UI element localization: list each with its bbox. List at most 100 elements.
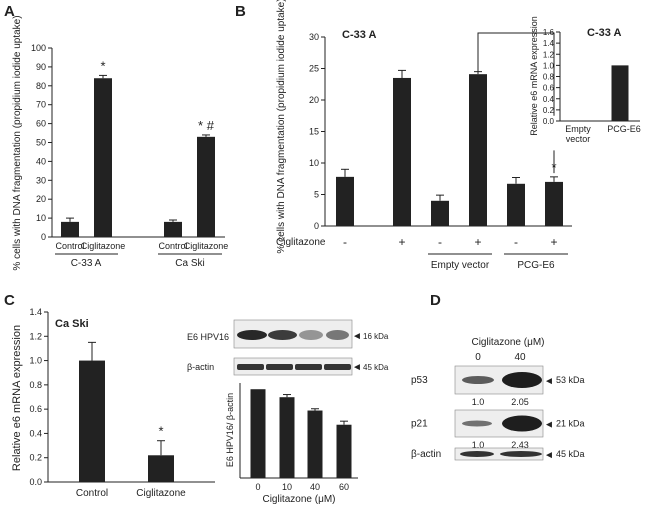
x-tick-label: 10 (282, 482, 292, 492)
blot-row-label: p21 (411, 419, 428, 430)
arrow-icon: ◄ (352, 331, 362, 342)
y-axis-label: E6 HPV16/ β-actin (225, 393, 235, 467)
blot-band (326, 330, 349, 340)
x-tick-label: - (343, 235, 347, 249)
x-tick-label: 40 (310, 482, 320, 492)
y-tick-label: 1.0 (29, 356, 42, 366)
group-label: Ca Ski (175, 258, 204, 269)
bar (336, 424, 352, 478)
blot-row-label: p53 (411, 375, 428, 386)
x-tick-label: Ciglitazone (184, 241, 229, 251)
y-tick-label: 0.0 (29, 477, 42, 487)
bar (94, 78, 112, 238)
y-axis-label: Relative e6 mRNA expression (11, 325, 23, 471)
blot-band (295, 364, 322, 370)
arrow-icon: ◄ (544, 450, 554, 461)
blot-band (462, 376, 494, 384)
arrow-icon: ◄ (544, 420, 554, 431)
y-axis-label: % cells with DNA fragmentation (propidiu… (12, 15, 23, 270)
y-tick-label: 0.8 (543, 73, 555, 82)
blot-band (268, 330, 297, 340)
blot-dose-label: 40 (514, 352, 526, 363)
blot-band (237, 330, 267, 340)
x-axis-label: Ciglitazone (μM) (262, 494, 335, 505)
chart-c-mrna: 0.0 0.2 0.4 0.6 0.8 1.0 1.2 1.4 * Ca Ski Control Ci… (11, 307, 215, 499)
blot-title: Ciglitazone (μM) (471, 337, 544, 348)
y-tick-label: 15 (309, 127, 319, 137)
chart-title: C-33 A (342, 29, 376, 41)
x-tick-label: 0 (255, 482, 260, 492)
bar (507, 183, 525, 226)
x-tick-label: 60 (339, 482, 349, 492)
blot-quant-label: 1.0 (472, 397, 485, 407)
bar (307, 410, 323, 478)
y-tick-label: 60 (36, 119, 46, 129)
blot-band (237, 364, 264, 370)
blot-marker: 21 kDa (556, 419, 585, 429)
blot-row-label: β-actin (187, 362, 214, 372)
y-tick-label: 20 (36, 194, 46, 204)
bar (393, 77, 411, 226)
x-tick-label: Control (55, 241, 84, 251)
chart-title: C-33 A (587, 27, 621, 39)
blot-band (502, 415, 542, 432)
blot-band (266, 364, 293, 370)
panel-letter-c: C (4, 292, 15, 309)
bar (148, 455, 174, 482)
bar (61, 221, 79, 237)
y-tick-label: 80 (36, 81, 46, 91)
x-tick-label: Ciglitazone (136, 488, 186, 499)
y-tick-label: 30 (309, 32, 319, 42)
panel-letter-b: B (235, 3, 246, 20)
y-tick-label: 1.2 (29, 331, 42, 341)
y-tick-label: 0 (41, 232, 46, 242)
chart-c-quant: 0 10 40 60 Ciglitazone (μM) E6 HPV16/ β-actin (225, 383, 358, 505)
x-tick-label: + (550, 235, 557, 249)
y-tick-label: 1.2 (543, 50, 555, 59)
group-label: C-33 A (71, 258, 102, 269)
bar (469, 74, 487, 226)
y-tick-label: 0 (314, 221, 319, 231)
y-tick-label: 0.6 (29, 404, 42, 414)
chart-b-inset: 0.0 0.2 0.4 0.6 0.8 1.0 1.2 1.4 1.6 C-33 A Emptyve… (529, 16, 641, 144)
blot-quant-label: 2.43 (511, 440, 529, 450)
blot-quant-label: 1.0 (472, 440, 485, 450)
x-tick-label: - (514, 235, 518, 249)
bar (545, 181, 563, 226)
x-tick-label: Empty (565, 124, 591, 134)
y-tick-label: 50 (36, 138, 46, 148)
y-axis-label: Relative e6 mRNA expression (529, 16, 539, 136)
bar (279, 397, 295, 478)
x-row-label: Ciglitazone (276, 237, 326, 248)
y-tick-label: 0.2 (543, 106, 555, 115)
y-tick-label: 1.0 (543, 61, 555, 70)
blot-quant-label: 2.05 (511, 397, 529, 407)
blot-band (324, 364, 351, 370)
y-tick-label: 40 (36, 156, 46, 166)
panel-letter-a: A (4, 3, 15, 20)
y-tick-label: 25 (309, 64, 319, 74)
y-tick-label: 90 (36, 62, 46, 72)
blot-row-label: E6 HPV16 (187, 332, 229, 342)
blot-marker: 16 kDa (363, 332, 389, 341)
panel-letter-d: D (430, 292, 441, 309)
significance-marker: * (158, 424, 163, 439)
y-tick-label: 0.2 (29, 453, 42, 463)
arrow-icon: ◄ (544, 376, 554, 387)
bar (611, 65, 629, 121)
blot-band (462, 420, 492, 427)
arrow-icon: ◄ (352, 362, 362, 373)
x-tick-label: - (438, 235, 442, 249)
blot-row-label: β-actin (411, 449, 441, 460)
blot-band (460, 451, 494, 457)
blot-marker: 53 kDa (556, 375, 585, 385)
y-tick-label: 0.4 (29, 428, 42, 438)
blot-band (299, 330, 323, 340)
y-tick-label: 0.8 (29, 380, 42, 390)
y-tick-label: 10 (309, 158, 319, 168)
x-tick-label: + (398, 235, 405, 249)
blot-band (500, 451, 542, 457)
y-tick-label: 1.4 (29, 307, 42, 317)
